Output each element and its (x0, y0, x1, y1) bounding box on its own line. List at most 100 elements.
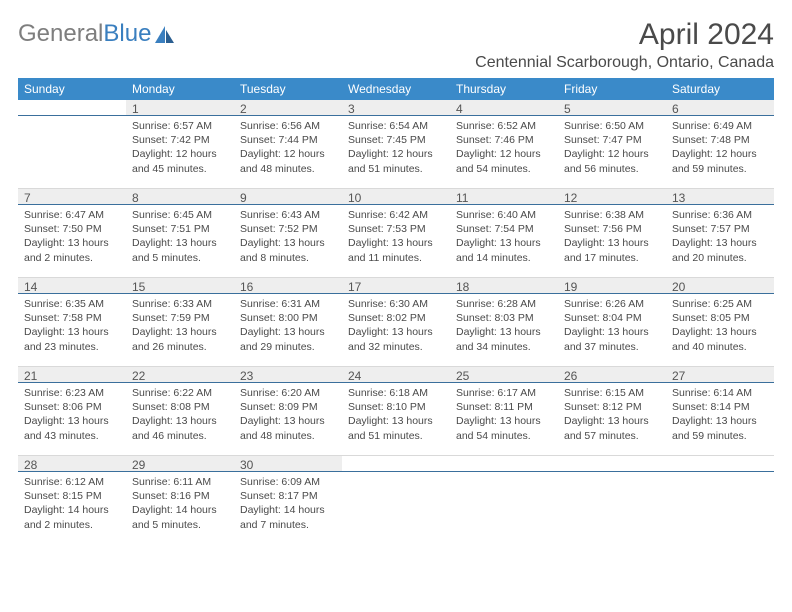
sunrise-text: Sunrise: 6:30 AM (348, 297, 444, 311)
day-number: 23 (234, 367, 342, 383)
daylight-text: Daylight: 13 hours and 34 minutes. (456, 325, 552, 353)
day-number (18, 100, 126, 116)
day-number: 4 (450, 100, 558, 116)
calendar-day-cell: 24Sunrise: 6:18 AMSunset: 8:10 PMDayligh… (342, 367, 450, 456)
day-number: 27 (666, 367, 774, 383)
calendar-table: Sunday Monday Tuesday Wednesday Thursday… (18, 78, 774, 544)
sunrise-text: Sunrise: 6:20 AM (240, 386, 336, 400)
calendar-day-cell: 3Sunrise: 6:54 AMSunset: 7:45 PMDaylight… (342, 100, 450, 189)
sunset-text: Sunset: 7:44 PM (240, 133, 336, 147)
logo: GeneralBlue (18, 20, 176, 48)
sunset-text: Sunset: 7:57 PM (672, 222, 768, 236)
sunrise-text: Sunrise: 6:49 AM (672, 119, 768, 133)
daylight-text: Daylight: 14 hours and 5 minutes. (132, 503, 228, 531)
day-number (342, 456, 450, 472)
sunrise-text: Sunrise: 6:14 AM (672, 386, 768, 400)
sunrise-text: Sunrise: 6:11 AM (132, 475, 228, 489)
day-detail: Sunrise: 6:43 AMSunset: 7:52 PMDaylight:… (234, 205, 342, 269)
day-number: 15 (126, 278, 234, 294)
daylight-text: Daylight: 13 hours and 40 minutes. (672, 325, 768, 353)
logo-text-1: General (18, 20, 103, 48)
col-saturday: Saturday (666, 78, 774, 100)
daylight-text: Daylight: 14 hours and 2 minutes. (24, 503, 120, 531)
day-detail: Sunrise: 6:54 AMSunset: 7:45 PMDaylight:… (342, 116, 450, 180)
sunset-text: Sunset: 8:15 PM (24, 489, 120, 503)
day-detail: Sunrise: 6:17 AMSunset: 8:11 PMDaylight:… (450, 383, 558, 447)
daylight-text: Daylight: 13 hours and 29 minutes. (240, 325, 336, 353)
page-title: April 2024 (475, 18, 774, 52)
calendar-day-cell: 26Sunrise: 6:15 AMSunset: 8:12 PMDayligh… (558, 367, 666, 456)
sunrise-text: Sunrise: 6:42 AM (348, 208, 444, 222)
col-wednesday: Wednesday (342, 78, 450, 100)
sunrise-text: Sunrise: 6:52 AM (456, 119, 552, 133)
daylight-text: Daylight: 13 hours and 59 minutes. (672, 414, 768, 442)
day-number: 20 (666, 278, 774, 294)
sunrise-text: Sunrise: 6:15 AM (564, 386, 660, 400)
sunrise-text: Sunrise: 6:43 AM (240, 208, 336, 222)
day-number: 3 (342, 100, 450, 116)
calendar-day-cell: 6Sunrise: 6:49 AMSunset: 7:48 PMDaylight… (666, 100, 774, 189)
calendar-day-cell: 13Sunrise: 6:36 AMSunset: 7:57 PMDayligh… (666, 189, 774, 278)
weekday-header-row: Sunday Monday Tuesday Wednesday Thursday… (18, 78, 774, 100)
sunset-text: Sunset: 7:51 PM (132, 222, 228, 236)
sunset-text: Sunset: 8:08 PM (132, 400, 228, 414)
day-number: 29 (126, 456, 234, 472)
day-number: 10 (342, 189, 450, 205)
day-number: 13 (666, 189, 774, 205)
daylight-text: Daylight: 13 hours and 54 minutes. (456, 414, 552, 442)
col-monday: Monday (126, 78, 234, 100)
sunrise-text: Sunrise: 6:26 AM (564, 297, 660, 311)
col-thursday: Thursday (450, 78, 558, 100)
sunset-text: Sunset: 7:54 PM (456, 222, 552, 236)
sunrise-text: Sunrise: 6:31 AM (240, 297, 336, 311)
day-detail: Sunrise: 6:49 AMSunset: 7:48 PMDaylight:… (666, 116, 774, 180)
sunset-text: Sunset: 8:11 PM (456, 400, 552, 414)
sunset-text: Sunset: 8:02 PM (348, 311, 444, 325)
calendar-day-cell: 9Sunrise: 6:43 AMSunset: 7:52 PMDaylight… (234, 189, 342, 278)
daylight-text: Daylight: 13 hours and 51 minutes. (348, 414, 444, 442)
day-detail: Sunrise: 6:45 AMSunset: 7:51 PMDaylight:… (126, 205, 234, 269)
day-detail: Sunrise: 6:47 AMSunset: 7:50 PMDaylight:… (18, 205, 126, 269)
day-number: 12 (558, 189, 666, 205)
day-number (450, 456, 558, 472)
day-detail: Sunrise: 6:12 AMSunset: 8:15 PMDaylight:… (18, 472, 126, 536)
calendar-day-cell: 29 Sunrise: 6:11 AMSunset: 8:16 PMDayligh… (126, 456, 234, 545)
day-number (666, 456, 774, 472)
day-detail: Sunrise: 6:30 AMSunset: 8:02 PMDaylight:… (342, 294, 450, 358)
sunset-text: Sunset: 8:16 PM (132, 489, 228, 503)
sunset-text: Sunset: 8:17 PM (240, 489, 336, 503)
day-number: 9 (234, 189, 342, 205)
daylight-text: Daylight: 13 hours and 37 minutes. (564, 325, 660, 353)
sunrise-text: Sunrise: 6:45 AM (132, 208, 228, 222)
sunset-text: Sunset: 8:04 PM (564, 311, 660, 325)
calendar-day-cell: 2Sunrise: 6:56 AMSunset: 7:44 PMDaylight… (234, 100, 342, 189)
day-detail: Sunrise: 6:23 AMSunset: 8:06 PMDaylight:… (18, 383, 126, 447)
day-number: 25 (450, 367, 558, 383)
day-detail: Sunrise: 6:50 AMSunset: 7:47 PMDaylight:… (558, 116, 666, 180)
sunset-text: Sunset: 8:14 PM (672, 400, 768, 414)
calendar-day-cell: 15Sunrise: 6:33 AMSunset: 7:59 PMDayligh… (126, 278, 234, 367)
day-detail: Sunrise: 6:36 AMSunset: 7:57 PMDaylight:… (666, 205, 774, 269)
sunset-text: Sunset: 7:47 PM (564, 133, 660, 147)
day-detail: Sunrise: 6:38 AMSunset: 7:56 PMDaylight:… (558, 205, 666, 269)
day-detail: Sunrise: 6:28 AMSunset: 8:03 PMDaylight:… (450, 294, 558, 358)
daylight-text: Daylight: 13 hours and 32 minutes. (348, 325, 444, 353)
sunset-text: Sunset: 7:48 PM (672, 133, 768, 147)
day-detail: Sunrise: 6:40 AMSunset: 7:54 PMDaylight:… (450, 205, 558, 269)
day-detail: Sunrise: 6:26 AMSunset: 8:04 PMDaylight:… (558, 294, 666, 358)
sunset-text: Sunset: 8:03 PM (456, 311, 552, 325)
day-detail: Sunrise: 6:14 AMSunset: 8:14 PMDaylight:… (666, 383, 774, 447)
sunrise-text: Sunrise: 6:35 AM (24, 297, 120, 311)
daylight-text: Daylight: 13 hours and 14 minutes. (456, 236, 552, 264)
day-number: 19 (558, 278, 666, 294)
day-detail: Sunrise: 6:42 AMSunset: 7:53 PMDaylight:… (342, 205, 450, 269)
day-detail: Sunrise: 6:22 AMSunset: 8:08 PMDaylight:… (126, 383, 234, 447)
calendar-day-cell (450, 456, 558, 545)
sunrise-text: Sunrise: 6:17 AM (456, 386, 552, 400)
calendar-day-cell: 18Sunrise: 6:28 AMSunset: 8:03 PMDayligh… (450, 278, 558, 367)
calendar-day-cell: 1Sunrise: 6:57 AMSunset: 7:42 PMDaylight… (126, 100, 234, 189)
col-tuesday: Tuesday (234, 78, 342, 100)
logo-sail-icon (154, 24, 176, 44)
calendar-day-cell: 8Sunrise: 6:45 AMSunset: 7:51 PMDaylight… (126, 189, 234, 278)
daylight-text: Daylight: 12 hours and 48 minutes. (240, 147, 336, 175)
